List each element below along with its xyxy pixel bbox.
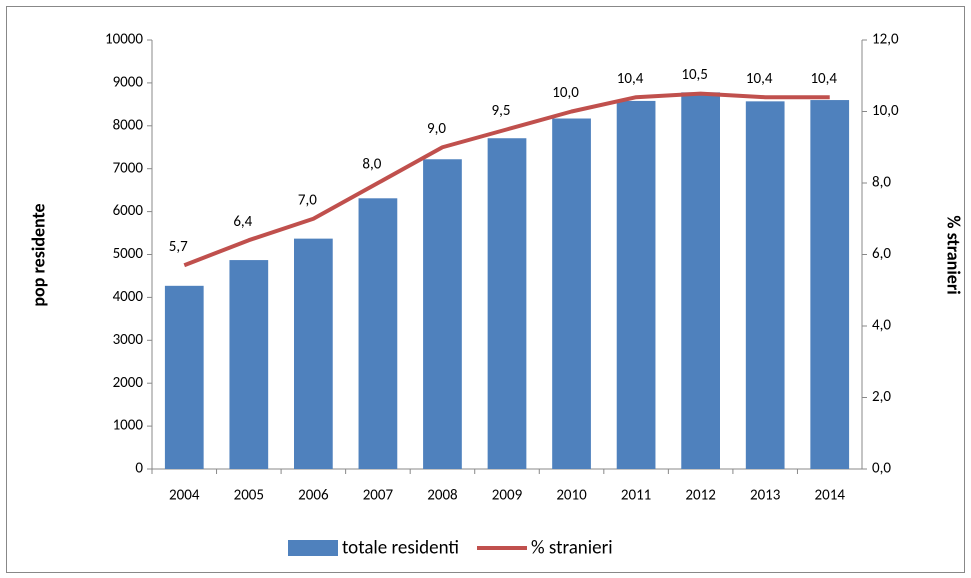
- data-label: 9,0: [427, 120, 446, 138]
- x-tick-label: 2004: [169, 487, 200, 505]
- data-label: 10,4: [746, 70, 773, 88]
- y-tick-label: 10000: [105, 31, 143, 49]
- y-axis-title: pop residente: [27, 203, 49, 306]
- y-tick-label: 6000: [113, 202, 144, 220]
- x-tick-label: 2007: [363, 487, 394, 505]
- y-tick-label: 4000: [113, 288, 144, 306]
- y-tick-label: 8000: [113, 116, 144, 134]
- y-tick-label: 2000: [113, 374, 144, 392]
- bar: [681, 92, 720, 469]
- y2-tick-label: 12,0: [872, 31, 899, 49]
- data-label: 8,0: [362, 156, 381, 174]
- x-tick-label: 2008: [427, 487, 457, 505]
- bar: [358, 198, 398, 469]
- y2-tick-label: 6,0: [872, 245, 891, 263]
- bar: [229, 260, 269, 469]
- bar: [487, 138, 527, 469]
- x-tick-label: 2013: [750, 487, 781, 505]
- legend-swatch: [288, 540, 338, 556]
- data-label: 10,4: [810, 70, 837, 88]
- bar: [745, 101, 785, 470]
- data-label: 10,4: [617, 70, 644, 88]
- data-label: 7,0: [298, 191, 317, 209]
- data-label: 9,5: [492, 102, 511, 120]
- y-tick-label: 1000: [113, 417, 144, 435]
- bar: [164, 285, 204, 469]
- y-tick-label: 3000: [113, 331, 144, 349]
- data-label: 10,0: [552, 84, 579, 102]
- y2-tick-label: 2,0: [872, 388, 891, 406]
- y2-tick-label: 0,0: [872, 460, 891, 478]
- y2-axis-title: % stranieri: [943, 215, 965, 294]
- legend-label: % stranieri: [531, 537, 613, 560]
- data-label: 10,5: [681, 66, 708, 84]
- y2-tick-label: 10,0: [872, 102, 899, 120]
- y-tick-label: 0: [135, 460, 143, 478]
- y-tick-label: 9000: [113, 73, 144, 91]
- bar: [810, 100, 850, 469]
- bar: [294, 238, 333, 469]
- data-label: 5,7: [169, 238, 188, 256]
- line: [183, 91, 830, 268]
- bar: [616, 100, 656, 469]
- y2-tick-label: 8,0: [872, 174, 891, 192]
- x-tick-label: 2014: [815, 487, 846, 505]
- bar: [552, 118, 591, 469]
- y-tick-label: 7000: [113, 159, 144, 177]
- x-tick-label: 2012: [685, 487, 715, 505]
- x-tick-label: 2009: [492, 487, 523, 505]
- x-tick-label: 2010: [556, 487, 587, 505]
- bar: [423, 159, 462, 469]
- legend-label: totale residenti: [342, 537, 459, 560]
- y2-tick-label: 4,0: [872, 317, 891, 335]
- x-tick-label: 2011: [621, 487, 651, 505]
- x-tick-label: 2006: [298, 487, 329, 505]
- x-tick-label: 2005: [234, 487, 264, 505]
- y-tick-label: 5000: [113, 245, 144, 263]
- data-label: 6,4: [233, 213, 252, 231]
